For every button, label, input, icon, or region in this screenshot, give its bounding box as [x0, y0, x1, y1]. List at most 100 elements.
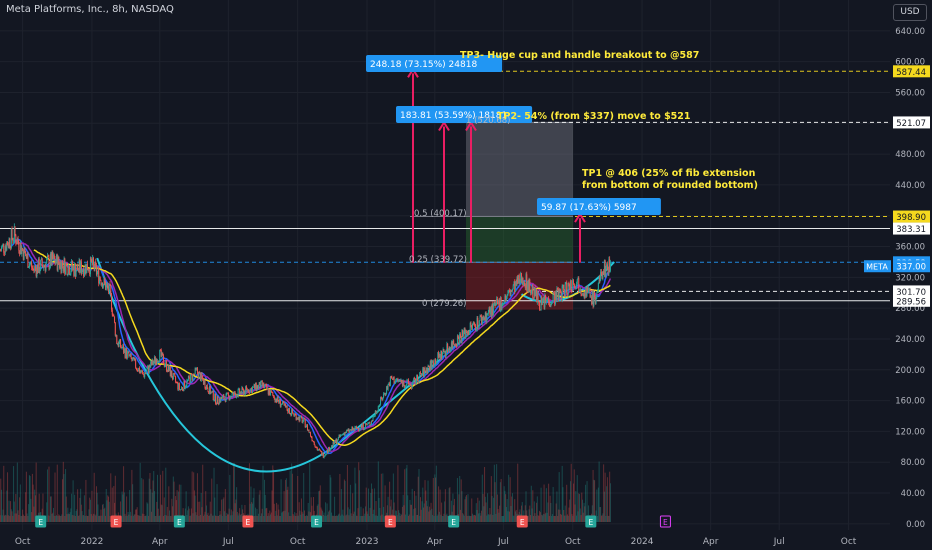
candle-body: [451, 342, 453, 348]
candle-body: [511, 290, 513, 292]
volume-bar: [152, 480, 154, 522]
candle-body: [463, 328, 465, 333]
volume-bar: [306, 515, 308, 522]
candle-body: [434, 359, 436, 366]
candle-body: [64, 258, 66, 275]
candle-body: [606, 264, 608, 269]
volume-bar: [412, 515, 414, 522]
candle-body: [25, 256, 27, 259]
volume-bar: [581, 492, 583, 522]
volume-bar: [326, 503, 328, 522]
volume-bar: [529, 505, 531, 522]
candle-body: [489, 307, 491, 315]
current-price-text: 337.00: [896, 263, 926, 273]
volume-bar: [395, 510, 397, 522]
volume-bar: [576, 475, 578, 522]
candle-body: [297, 416, 299, 420]
volume-bar: [72, 480, 74, 522]
volume-bar: [178, 484, 180, 522]
volume-bar: [163, 497, 165, 522]
volume-bar: [493, 497, 495, 522]
volume-bar: [84, 515, 86, 522]
volume-bar: [407, 515, 409, 522]
volume-bar: [533, 501, 535, 522]
volume-bar: [191, 471, 193, 522]
currency-button[interactable]: USD: [893, 4, 927, 21]
volume-bar: [64, 515, 66, 522]
candle-body: [426, 367, 428, 374]
volume-bar: [153, 491, 155, 522]
volume-bar: [16, 462, 18, 522]
candle-body: [163, 355, 165, 364]
candle-body: [366, 424, 368, 426]
earnings-marker: [110, 515, 122, 528]
volume-bar: [264, 479, 266, 522]
candle-body: [576, 284, 578, 289]
candle-body: [43, 265, 45, 267]
earnings-marker: [384, 515, 396, 528]
candle-body: [545, 294, 547, 303]
volume-bar: [433, 515, 435, 522]
candle-body: [120, 339, 122, 348]
volume-bar: [427, 480, 429, 522]
volume-bar: [143, 513, 145, 522]
volume-bar: [101, 515, 103, 522]
candle-body: [544, 294, 546, 308]
candle-body: [182, 389, 184, 392]
volume-bar: [548, 483, 550, 522]
candle-body: [257, 385, 259, 389]
volume-bar: [200, 492, 202, 522]
candle-body: [212, 390, 214, 401]
volume-bar: [435, 477, 437, 522]
candle-body: [143, 374, 145, 378]
candle-body: [565, 282, 567, 285]
price-tick: 560.00: [895, 88, 925, 98]
candle-body: [374, 415, 376, 417]
candle-body: [478, 320, 480, 327]
volume-bar: [490, 476, 492, 522]
candle-body: [75, 271, 77, 277]
candle-body: [70, 271, 72, 275]
candle-body: [517, 275, 519, 284]
earnings-label: E: [314, 518, 319, 527]
volume-bar: [101, 504, 103, 522]
candle-body: [215, 394, 217, 404]
candle-body: [502, 303, 504, 305]
volume-bar: [225, 515, 227, 522]
volume-bar: [566, 514, 568, 522]
candle-body: [576, 279, 578, 285]
candle-body: [322, 453, 324, 456]
candle-body: [548, 297, 550, 303]
volume-bar: [25, 471, 27, 522]
volume-bar: [444, 489, 446, 522]
volume-bar: [0, 515, 1, 522]
volume-bar: [325, 515, 327, 522]
volume-bar: [528, 509, 530, 522]
volume-bar: [339, 473, 341, 522]
volume-bar: [52, 512, 54, 522]
volume-bar: [53, 515, 55, 522]
volume-bar: [410, 504, 412, 522]
candle-body: [181, 387, 183, 390]
volume-bar: [254, 507, 256, 522]
volume-bar: [321, 509, 323, 522]
candle-body: [251, 388, 253, 393]
candle-body: [60, 261, 62, 273]
candle-body: [113, 314, 115, 317]
candle-body: [95, 264, 97, 275]
candle-body: [601, 274, 603, 279]
candle-body: [536, 292, 538, 303]
candle-body: [441, 353, 443, 359]
candle-body: [519, 280, 521, 284]
candle-body: [389, 377, 391, 386]
candle-body: [380, 397, 382, 399]
volume-bar: [330, 477, 332, 522]
candle-body: [150, 361, 152, 368]
candle-body: [260, 380, 262, 382]
volume-bar: [370, 493, 372, 522]
candle-body: [490, 307, 492, 315]
volume-bar: [472, 513, 474, 522]
volume-bar: [429, 510, 431, 522]
candle-body: [172, 373, 174, 380]
